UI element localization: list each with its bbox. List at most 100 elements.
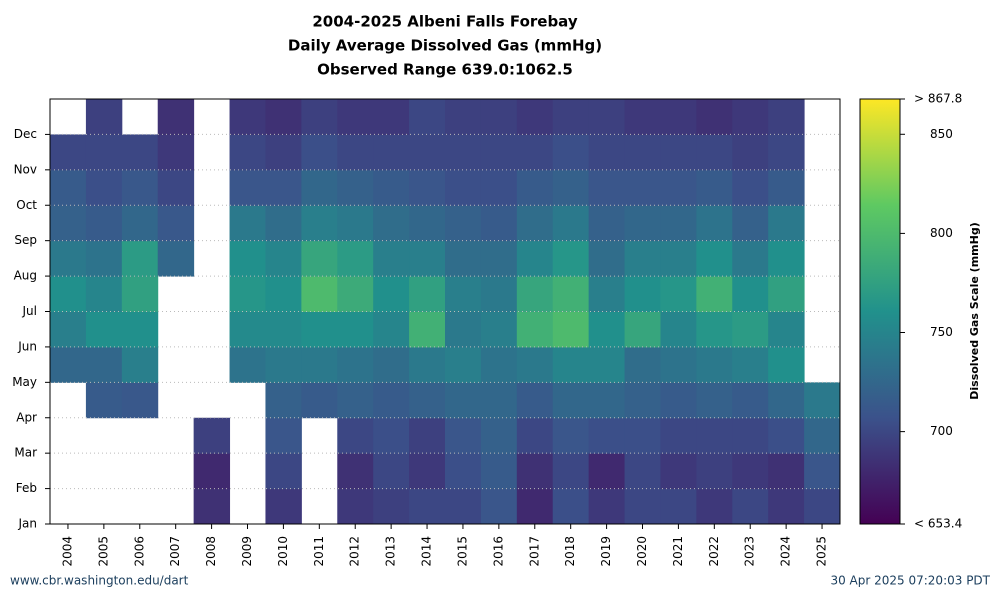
heat-cell: [552, 311, 590, 348]
x-tick-label: 2005: [96, 536, 110, 567]
heat-cell: [265, 240, 302, 277]
heat-cell: [480, 276, 518, 312]
heat-cell: [445, 453, 482, 490]
x-tick-label: 2020: [635, 536, 649, 567]
heat-cell: [85, 346, 123, 383]
heat-cell: [624, 382, 661, 419]
heat-cell: [588, 382, 626, 419]
heat-cell: [804, 453, 841, 490]
heat-cell: [660, 205, 697, 242]
heat-cell: [516, 311, 554, 348]
heat-cell: [624, 240, 661, 277]
heat-cell: [409, 382, 446, 419]
heat-cell: [732, 240, 769, 277]
heat-cell: [732, 99, 769, 135]
heat-cell: [768, 240, 805, 277]
heat-cell: [301, 205, 338, 242]
y-tick-label: Oct: [16, 198, 37, 212]
heat-cell: [373, 276, 410, 312]
heat-cell: [301, 276, 338, 312]
heat-cell: [445, 417, 482, 454]
heat-cell: [373, 453, 410, 490]
colorbar-label: Dissolved Gas Scale (mmHg): [968, 222, 981, 399]
heat-cell: [696, 276, 733, 312]
y-tick-label: Nov: [14, 162, 37, 176]
heat-cell: [660, 346, 697, 383]
heat-cell: [157, 240, 195, 277]
x-tick-label: 2024: [779, 536, 793, 567]
colorbar-tick-label: > 867.8: [914, 92, 962, 106]
x-tick-label: 2007: [168, 536, 182, 567]
heat-cell: [696, 240, 733, 277]
heat-cell: [588, 240, 626, 277]
heat-cell: [696, 417, 733, 454]
heat-cell: [552, 134, 590, 171]
heat-cell: [193, 417, 231, 454]
heat-cell: [337, 453, 374, 490]
x-tick-label: 2025: [815, 536, 829, 567]
colorbar-tick-label: 800: [930, 226, 953, 240]
heat-cell: [516, 453, 554, 490]
heat-cell: [516, 240, 554, 277]
y-tick-label: Jan: [18, 517, 38, 531]
x-tick-label: 2019: [599, 536, 613, 567]
y-tick-label: May: [12, 375, 37, 389]
heat-cell: [265, 488, 302, 525]
heat-cell: [660, 382, 697, 419]
heat-cell: [588, 169, 626, 206]
heat-cell: [373, 205, 410, 242]
heat-cell: [445, 276, 482, 312]
heat-cell: [480, 453, 518, 490]
heat-cell: [337, 311, 374, 348]
heat-cell: [768, 205, 805, 242]
heat-cell: [265, 276, 302, 312]
heat-cell: [373, 240, 410, 277]
heat-cell: [85, 99, 123, 135]
heat-cell: [804, 417, 841, 454]
heat-cell: [624, 169, 661, 206]
heat-cell: [121, 382, 159, 419]
heat-cell: [624, 488, 661, 525]
heat-cell: [121, 240, 159, 277]
heat-cell: [265, 311, 302, 348]
heat-cell: [121, 169, 159, 206]
heat-cell: [121, 205, 159, 242]
heat-cell: [516, 346, 554, 383]
heat-cell: [265, 134, 302, 171]
heat-cell: [445, 311, 482, 348]
heat-cell: [696, 453, 733, 490]
heat-cell: [157, 205, 195, 242]
heat-cell: [445, 205, 482, 242]
heat-cell: [516, 276, 554, 312]
heat-cell: [768, 453, 805, 490]
heat-cell: [301, 382, 338, 419]
heat-cell: [409, 311, 446, 348]
heat-cell: [373, 382, 410, 419]
heat-cell: [301, 311, 338, 348]
heat-cell: [516, 417, 554, 454]
heat-cell: [445, 169, 482, 206]
heat-cell: [768, 134, 805, 171]
heat-cell: [732, 169, 769, 206]
heat-cell: [229, 311, 266, 348]
heat-cell: [588, 99, 626, 135]
x-tick-label: 2015: [455, 536, 469, 567]
heat-cell: [516, 99, 554, 135]
heat-cell: [480, 99, 518, 135]
heat-cell: [229, 240, 266, 277]
x-tick-label: 2012: [348, 536, 362, 567]
footer-right: 30 Apr 2025 07:20:03 PDT: [830, 574, 990, 588]
heat-cell: [552, 240, 590, 277]
heat-cell: [804, 488, 841, 525]
heat-cell: [409, 134, 446, 171]
y-tick-label: Apr: [16, 410, 37, 424]
heat-cell: [588, 488, 626, 525]
heat-cell: [588, 205, 626, 242]
heat-cell: [265, 205, 302, 242]
heat-cell: [660, 417, 697, 454]
heat-cell: [516, 488, 554, 525]
heat-cell: [732, 134, 769, 171]
x-tick-label: 2006: [132, 536, 146, 567]
heat-cell: [193, 488, 231, 525]
x-tick-label: 2010: [276, 536, 290, 567]
